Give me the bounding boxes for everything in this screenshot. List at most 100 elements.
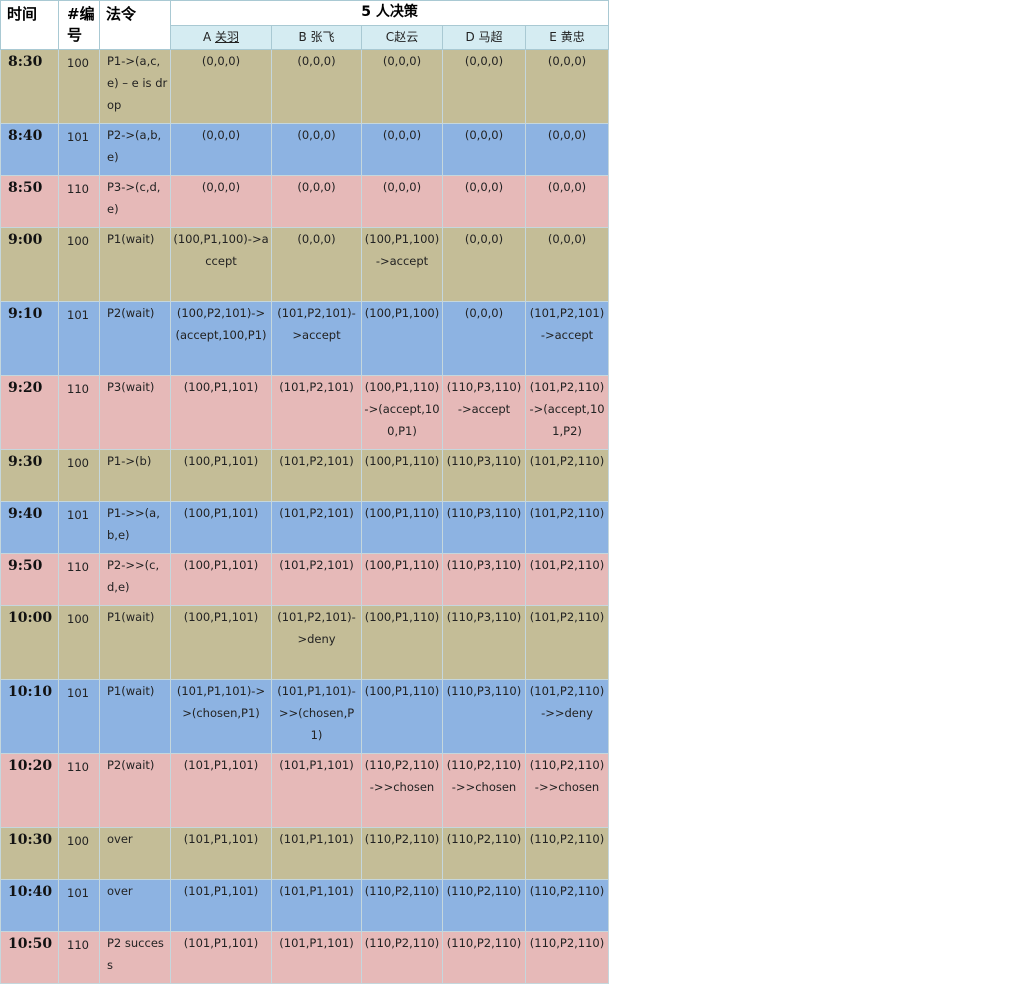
cell-time: 9:40 bbox=[0, 501, 59, 554]
table-row: 10:30 100 over (101,P1,101) (101,P1,101) (110… bbox=[0, 827, 610, 880]
cell-person-a: (101,P1,101) bbox=[170, 931, 272, 984]
person-c-name: 赵云 bbox=[394, 29, 419, 44]
cell-person-a: (101,P1,101) bbox=[170, 753, 272, 828]
person-a-name: 关羽 bbox=[215, 29, 240, 44]
cell-person-b: (0,0,0) bbox=[271, 227, 362, 302]
cell-person-d: (110,P3,110)->accept bbox=[442, 375, 526, 450]
cell-person-c: (110,P2,110)->>chosen bbox=[361, 753, 443, 828]
cell-person-a: (100,P2,101)->(accept,100,P1) bbox=[170, 301, 272, 376]
cell-id: 110 bbox=[58, 553, 100, 606]
cell-id: 100 bbox=[58, 827, 100, 880]
header-time: 时间 bbox=[0, 0, 59, 50]
cell-person-c: (100,P1,110) bbox=[361, 679, 443, 754]
table-row: 8:30 100 P1->(a,c,e) – e is drop (0,0,0) (0,… bbox=[0, 49, 610, 124]
cell-id: 100 bbox=[58, 227, 100, 302]
cell-person-d: (110,P2,110) bbox=[442, 827, 526, 880]
cell-person-e: (101,P2,110) bbox=[524, 605, 610, 680]
cell-person-e: (110,P2,110) bbox=[524, 827, 610, 880]
cell-person-e: (0,0,0) bbox=[524, 49, 610, 124]
cell-person-d: (110,P3,110) bbox=[442, 449, 526, 502]
cell-person-c: (0,0,0) bbox=[361, 49, 443, 124]
table-row: 9:50 110 P2->>(c,d,e) (100,P1,101) (101,P2,1… bbox=[0, 553, 610, 606]
cell-id: 101 bbox=[58, 879, 100, 932]
cell-person-b: (101,P2,101)->accept bbox=[271, 301, 362, 376]
cell-person-d: (0,0,0) bbox=[442, 123, 526, 176]
person-c-letter: C bbox=[385, 29, 395, 44]
cell-time: 9:00 bbox=[0, 227, 59, 302]
cell-time: 8:30 bbox=[0, 49, 59, 124]
cell-person-b: (101,P1,101) bbox=[271, 931, 362, 984]
header-id-line1: #编 bbox=[67, 5, 95, 23]
cell-id: 101 bbox=[58, 501, 100, 554]
cell-person-c: (100,P1,110) bbox=[361, 605, 443, 680]
cell-person-c: (0,0,0) bbox=[361, 123, 443, 176]
cell-time: 10:30 bbox=[0, 827, 59, 880]
person-b-letter: B bbox=[298, 29, 307, 44]
cell-person-e: (101,P2,101)->accept bbox=[524, 301, 610, 376]
decision-table-container: 时间 #编 号 法令 5 人决策 A 关羽 B 张飞 C赵云 D 马超 E 黄忠… bbox=[0, 0, 610, 984]
cell-id: 101 bbox=[58, 679, 100, 754]
cell-person-d: (0,0,0) bbox=[442, 175, 526, 228]
table-row: 8:50 110 P3->(c,d,e) (0,0,0) (0,0,0) (0,0,0)(… bbox=[0, 175, 610, 228]
cell-time: 9:30 bbox=[0, 449, 59, 502]
cell-law: P1(wait) bbox=[99, 227, 171, 302]
table-row: 9:00 100 P1(wait) (100,P1,100)->accept (0,0,… bbox=[0, 227, 610, 302]
cell-id: 100 bbox=[58, 605, 100, 680]
cell-person-d: (110,P2,110) bbox=[442, 931, 526, 984]
cell-person-d: (110,P3,110) bbox=[442, 679, 526, 754]
cell-time: 10:50 bbox=[0, 931, 59, 984]
cell-id: 101 bbox=[58, 123, 100, 176]
cell-time: 10:00 bbox=[0, 605, 59, 680]
cell-person-c: (100,P1,100)->accept bbox=[361, 227, 443, 302]
header-person-d: D 马超 bbox=[442, 24, 526, 50]
cell-id: 101 bbox=[58, 301, 100, 376]
cell-person-c: (100,P1,100) bbox=[361, 301, 443, 376]
cell-person-a: (0,0,0) bbox=[170, 49, 272, 124]
cell-person-a: (101,P1,101) bbox=[170, 827, 272, 880]
cell-law: P1(wait) bbox=[99, 679, 171, 754]
cell-time: 8:40 bbox=[0, 123, 59, 176]
table-row: 10:20 110 P2(wait) (101,P1,101) (101,P1,101)… bbox=[0, 753, 610, 828]
cell-person-a: (101,P1,101) bbox=[170, 879, 272, 932]
header-id-line2: 号 bbox=[67, 26, 83, 44]
header-person-e: E 黄忠 bbox=[524, 24, 610, 50]
cell-person-c: (100,P1,110) bbox=[361, 553, 443, 606]
cell-id: 110 bbox=[58, 753, 100, 828]
cell-person-b: (101,P2,101) bbox=[271, 449, 362, 502]
header-person-a: A 关羽 bbox=[170, 24, 272, 50]
cell-person-c: (110,P2,110) bbox=[361, 879, 443, 932]
cell-id: 100 bbox=[58, 49, 100, 124]
person-e-letter: E bbox=[549, 29, 557, 44]
cell-person-a: (100,P1,101) bbox=[170, 449, 272, 502]
cell-person-e: (0,0,0) bbox=[524, 123, 610, 176]
person-d-letter: D bbox=[465, 29, 475, 44]
cell-person-d: (110,P2,110)->>chosen bbox=[442, 753, 526, 828]
cell-time: 9:10 bbox=[0, 301, 59, 376]
cell-person-d: (0,0,0) bbox=[442, 301, 526, 376]
cell-person-e: (101,P2,110) bbox=[524, 501, 610, 554]
cell-time: 10:40 bbox=[0, 879, 59, 932]
cell-person-d: (110,P3,110) bbox=[442, 553, 526, 606]
cell-person-b: (101,P1,101)->>(chosen,P1) bbox=[271, 679, 362, 754]
table-row: 10:10 101 P1(wait) (101,P1,101)->>(chosen,P… bbox=[0, 679, 610, 754]
header-person-b: B 张飞 bbox=[271, 24, 362, 50]
cell-id: 100 bbox=[58, 449, 100, 502]
cell-law: over bbox=[99, 827, 171, 880]
cell-person-b: (101,P1,101) bbox=[271, 879, 362, 932]
cell-id: 110 bbox=[58, 931, 100, 984]
cell-person-b: (101,P2,101) bbox=[271, 375, 362, 450]
table-row: 9:10 101 P2(wait) (100,P2,101)->(accept,100… bbox=[0, 301, 610, 376]
header-id: #编 号 bbox=[58, 0, 100, 50]
table-row: 8:40 101 P2->(a,b,e) (0,0,0) (0,0,0) (0,0,0)(… bbox=[0, 123, 610, 176]
table-row: 9:20 110 P3(wait) (100,P1,101) (101,P2,101)(… bbox=[0, 375, 610, 450]
decision-table: 时间 #编 号 法令 5 人决策 A 关羽 B 张飞 C赵云 D 马超 E 黄忠… bbox=[0, 0, 610, 984]
person-d-name: 马超 bbox=[478, 29, 503, 44]
cell-person-a: (101,P1,101)->>(chosen,P1) bbox=[170, 679, 272, 754]
cell-person-e: (101,P2,110) bbox=[524, 553, 610, 606]
table-row: 10:50 110 P2 success (101,P1,101) (101,P1,10… bbox=[0, 931, 610, 984]
cell-law: P1->(a,c,e) – e is drop bbox=[99, 49, 171, 124]
cell-person-a: (0,0,0) bbox=[170, 175, 272, 228]
cell-time: 10:20 bbox=[0, 753, 59, 828]
cell-person-c: (100,P1,110)->(accept,100,P1) bbox=[361, 375, 443, 450]
cell-law: P1->>(a,b,e) bbox=[99, 501, 171, 554]
